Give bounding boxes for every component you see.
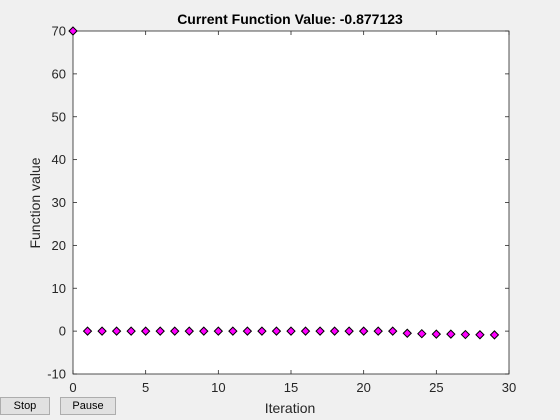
y-tick-label: 60 — [52, 66, 66, 81]
data-point-marker — [111, 326, 122, 336]
axes-background — [73, 31, 509, 374]
x-tick-label: 0 — [69, 380, 76, 395]
data-point-marker — [329, 326, 340, 336]
y-tick-label: 30 — [52, 195, 66, 210]
data-point-marker — [82, 326, 93, 336]
y-tick-label: 50 — [52, 109, 66, 124]
y-tick-label: 10 — [52, 281, 66, 296]
data-point-marker — [431, 329, 442, 339]
y-tick-label: 0 — [59, 324, 66, 339]
data-point-marker — [213, 326, 224, 336]
data-point-marker — [184, 326, 194, 336]
y-tick-label: 20 — [52, 238, 66, 253]
data-point-marker — [373, 326, 383, 336]
data-point-marker — [315, 326, 325, 336]
data-point-marker — [155, 326, 165, 336]
x-tick-label: 20 — [356, 380, 370, 395]
data-point-marker — [271, 326, 282, 336]
data-point-marker — [460, 329, 471, 340]
data-point-marker — [228, 326, 238, 336]
data-points — [68, 26, 500, 340]
data-point-marker — [257, 326, 267, 336]
data-point-marker — [388, 326, 398, 336]
y-tick-label: 70 — [52, 24, 66, 39]
chart-title: Current Function Value: -0.877123 — [177, 11, 403, 27]
data-point-marker — [68, 26, 78, 36]
data-point-marker — [140, 326, 151, 336]
data-point-marker — [242, 326, 253, 336]
data-point-marker — [97, 326, 107, 336]
data-point-marker — [446, 329, 456, 339]
y-tick-label: 40 — [52, 152, 66, 167]
data-point-marker — [286, 326, 296, 336]
stop-button[interactable]: Stop — [0, 397, 50, 415]
x-tick-label: 5 — [142, 380, 149, 395]
data-point-marker — [402, 328, 412, 338]
x-axis-label: Iteration — [265, 400, 316, 416]
data-point-marker — [489, 330, 500, 340]
x-tick-label: 25 — [429, 380, 443, 395]
data-point-marker — [300, 326, 311, 336]
data-point-marker — [126, 326, 136, 336]
y-axis-label: Function value — [27, 157, 43, 248]
x-tick-label: 30 — [502, 380, 516, 395]
data-point-marker — [417, 328, 427, 339]
data-point-marker — [170, 326, 180, 336]
y-tick-label: -10 — [47, 367, 66, 382]
data-point-marker — [344, 326, 354, 336]
x-tick-label: 15 — [284, 380, 298, 395]
data-point-marker — [358, 326, 369, 336]
x-tick-label: 10 — [211, 380, 225, 395]
data-point-marker — [199, 326, 209, 336]
data-point-marker — [475, 330, 485, 340]
pause-button[interactable]: Pause — [60, 397, 116, 415]
